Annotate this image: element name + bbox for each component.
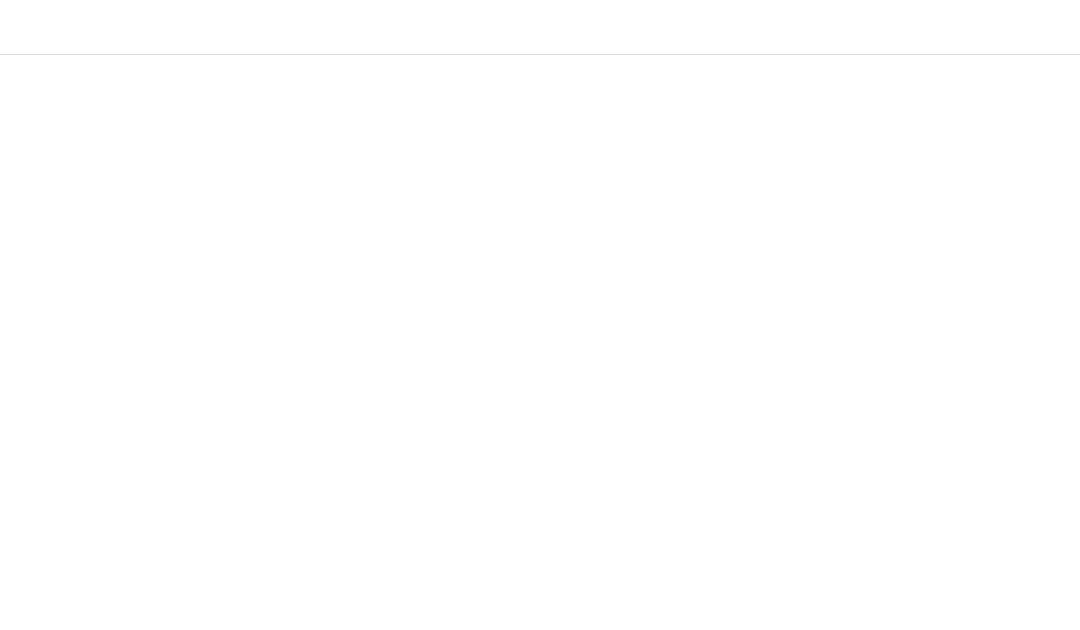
title-divider xyxy=(0,54,1080,55)
